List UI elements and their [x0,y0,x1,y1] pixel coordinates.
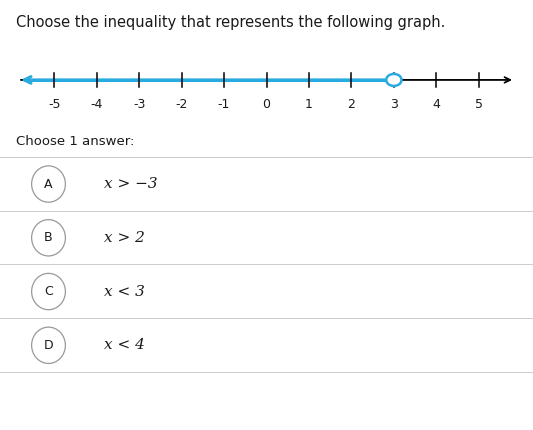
Text: x < 3: x < 3 [104,285,145,298]
Circle shape [386,74,401,86]
Text: -1: -1 [218,98,230,111]
Circle shape [31,166,66,202]
Text: 3: 3 [390,98,398,111]
Text: 2: 2 [348,98,356,111]
Circle shape [31,327,66,363]
Text: -3: -3 [133,98,146,111]
Text: x < 4: x < 4 [104,338,145,352]
Text: D: D [44,339,53,352]
Text: 1: 1 [305,98,313,111]
Text: A: A [44,178,53,190]
Text: C: C [44,285,53,298]
Text: 4: 4 [432,98,440,111]
Text: x > −3: x > −3 [104,177,158,191]
Text: -4: -4 [91,98,103,111]
Text: 5: 5 [475,98,483,111]
Circle shape [31,273,66,310]
Text: -2: -2 [175,98,188,111]
Circle shape [31,220,66,256]
Text: -5: -5 [48,98,60,111]
Text: Choose 1 answer:: Choose 1 answer: [16,135,134,148]
Text: Choose the inequality that represents the following graph.: Choose the inequality that represents th… [16,15,446,30]
Text: x > 2: x > 2 [104,231,145,245]
Text: B: B [44,231,53,244]
Text: 0: 0 [262,98,271,111]
